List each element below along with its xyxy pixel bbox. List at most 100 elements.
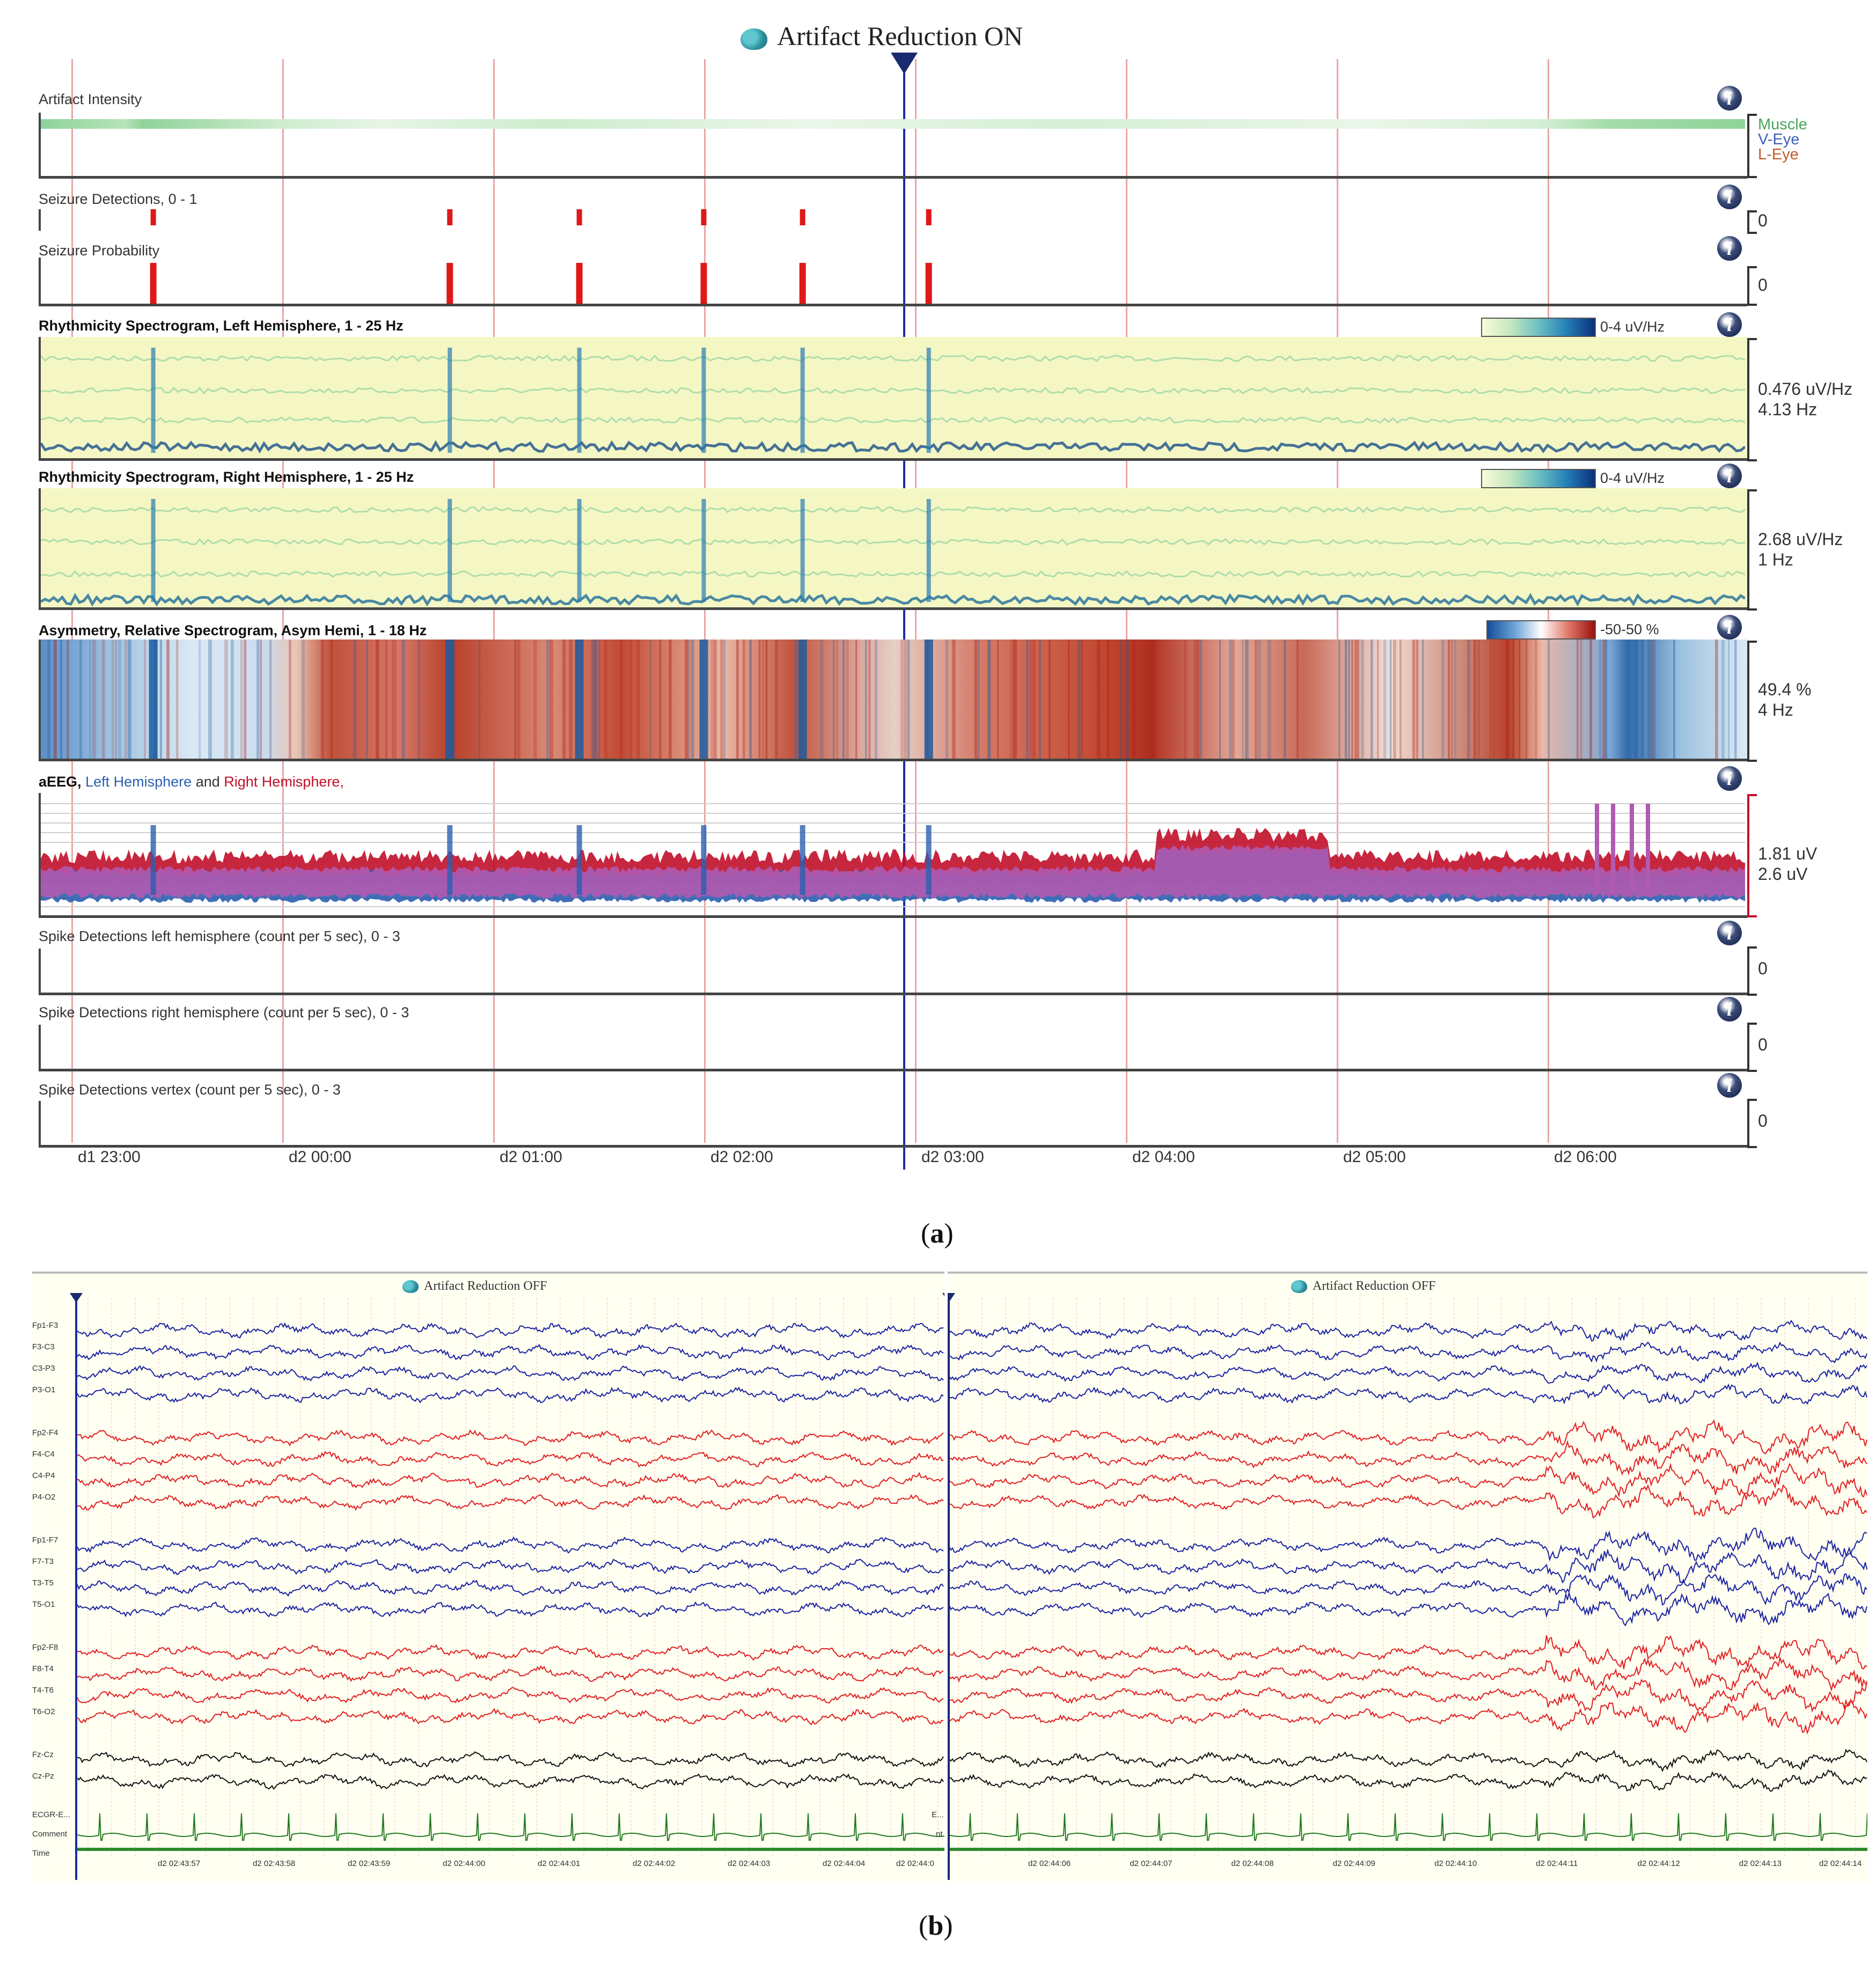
cursor-marker-icon[interactable] [70,1293,83,1304]
comment-label: Comment [32,1830,68,1839]
asymmetry-streak [124,640,127,759]
info-icon[interactable]: i [1717,1073,1742,1098]
info-icon[interactable]: i [1717,997,1742,1022]
asymmetry-streak [1081,640,1083,759]
info-icon[interactable]: i [1717,464,1742,488]
aeeg-event-spike [800,825,805,895]
seizure-det-scale-bracket [1747,210,1757,234]
asymmetry-streak [842,640,845,759]
eeg-channel-trace [77,1559,944,1575]
eeg-time-label: d2 02:44:08 [1232,1859,1274,1868]
eeg-channel-trace [77,1773,944,1790]
spectrogram-event-streak [800,348,805,453]
asymmetry-streak [1506,640,1509,759]
asymmetry-spectrogram[interactable] [39,640,1747,761]
eeg-time-label: d2 02:44:13 [1739,1859,1782,1868]
asymmetry-scale-freq: 4 Hz [1758,700,1793,719]
asymmetry-event-streak [445,640,455,759]
info-icon[interactable]: i [1717,236,1742,261]
info-icon[interactable]: i [1717,185,1742,209]
spectrogram-event-streak [151,348,156,453]
seizure-probability-track[interactable] [39,258,1747,306]
legend-muscle: Muscle [1758,116,1807,133]
time-cursor[interactable] [903,54,905,1170]
spectrogram-band [41,570,1745,578]
asymmetry-streak [1232,640,1235,759]
channel-label: Fp2-F4 [32,1428,58,1437]
info-icon[interactable]: i [1717,766,1742,791]
channel-label: F7-T3 [32,1557,54,1566]
seizure-probability-mark [700,263,707,304]
rhythm-left-colorbar-label: 0-4 uV/Hz [1600,319,1665,335]
spike-vertex-track[interactable] [39,1101,1747,1148]
caption-a-close: ) [944,1218,954,1249]
legend-l-eye: L-Eye [1758,146,1799,163]
asymmetry-streak [1361,640,1364,759]
eeg-page-right: Artifact Reduction OFF d2 02:44:06 d2 02:… [932,1272,1867,1883]
brain-icon [1291,1280,1307,1294]
spectrogram-band [41,386,1745,395]
eeg-left-title[interactable]: Artifact Reduction OFF [402,1279,547,1294]
rhythm-right-spectrogram[interactable] [39,488,1747,610]
eeg-channel-trace [948,1319,1867,1342]
eeg-channel-trace [77,1751,944,1768]
aeeg-scale-right: 2.6 uV [1758,864,1808,884]
eeg-right-traces[interactable]: d2 02:44:06 d2 02:44:07 d2 02:44:08 d2 02:4… [948,1298,1867,1878]
eeg-channel-trace [948,1439,1867,1476]
asymmetry-streak [685,640,688,759]
seizure-detection-mark [926,209,932,225]
info-icon[interactable]: i [1717,86,1742,111]
asymmetry-streak [736,640,739,759]
info-icon[interactable]: i [1717,921,1742,945]
ecg-trace [948,1813,1867,1841]
eeg-left-traces[interactable]: d2 02:43:57 d2 02:43:58 d2 02:43:59 d2 02:4… [77,1298,944,1878]
asymmetry-streak [720,640,723,759]
artifact-intensity-track[interactable] [39,113,1747,179]
asymmetry-streak [1580,640,1582,759]
spectrogram-event-streak [577,348,582,453]
spectrogram-band [41,593,1745,607]
aeeg-late-spike [1646,804,1650,895]
eeg-channel-trace [948,1419,1867,1454]
spike-right-track[interactable] [39,1025,1747,1071]
seizure-detections-track[interactable] [39,209,1747,231]
asymmetry-streak [833,640,835,759]
asymmetry-streak [749,640,752,759]
asymmetry-streak [659,640,662,759]
aeeg-track[interactable] [39,793,1747,918]
asymmetry-streak [47,640,50,759]
asymmetry-streak [1348,640,1350,759]
asymmetry-streak [1229,640,1233,759]
eeg-left-cursor[interactable] [75,1295,77,1880]
channel-label: T3-T5 [32,1578,54,1588]
rhythm-left-spectrogram[interactable] [39,337,1747,461]
artifact-reduction-title[interactable]: Artifact Reduction ON [741,20,1023,52]
info-icon[interactable]: i [1717,615,1742,640]
asymmetry-streak [1647,640,1651,759]
asymmetry-streak [620,640,622,759]
aeeg-late-spike [1611,804,1615,895]
seizure-probability-mark [576,263,583,304]
asymmetry-streak [1451,640,1453,759]
asymmetry-streak [900,640,904,759]
asymmetry-streak [1132,640,1135,759]
spike-left-track[interactable] [39,949,1747,995]
seizure-detection-marks [150,209,932,225]
asymmetry-streak [1477,640,1480,759]
eeg-time-label: d2 02:44:03 [728,1859,770,1868]
eeg-channel-trace [77,1579,944,1597]
eeg-right-cursor[interactable] [948,1295,950,1880]
eeg-right-title[interactable]: Artifact Reduction OFF [1291,1279,1435,1294]
eeg-channel-trace [948,1361,1867,1384]
aeeg-event-spike [447,825,453,895]
asymmetry-streak [1490,640,1492,759]
info-icon[interactable]: i [1717,312,1742,337]
spectrogram-event-streak [701,499,706,602]
spike-left-label: Spike Detections left hemisphere (count … [39,928,400,944]
aeeg-and-label: and [195,774,220,790]
asymmetry-streak [1284,640,1286,759]
comment-bar [948,1848,1867,1851]
asymmetry-scale-bracket [1747,641,1757,762]
cursor-marker-icon[interactable] [891,53,918,75]
rhythm-right-colorbar-label: 0-4 uV/Hz [1600,470,1665,486]
